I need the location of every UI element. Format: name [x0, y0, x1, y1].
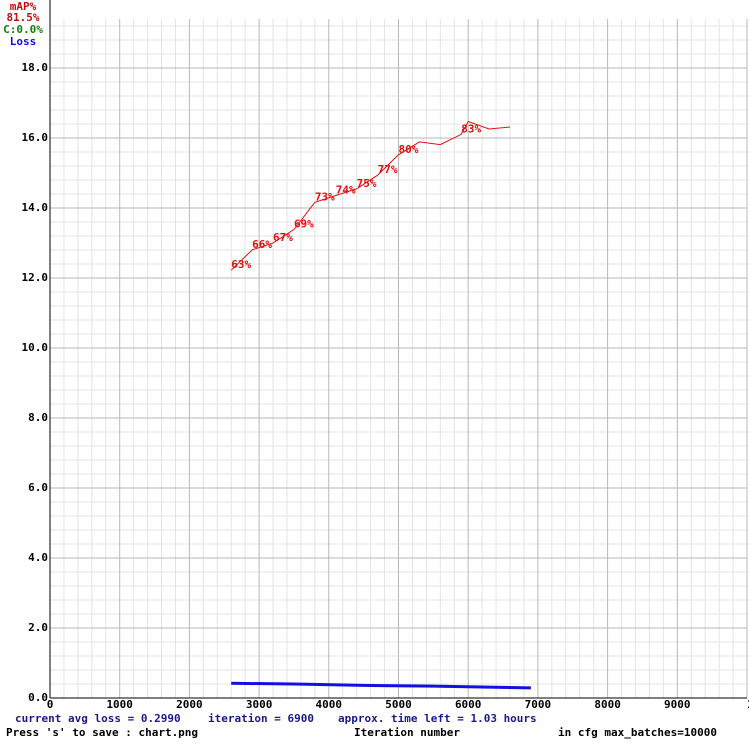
x-tick-label: 8000	[594, 698, 621, 711]
max-batches: in cfg max_batches=10000	[558, 726, 717, 739]
y-tick-label: 6.0	[28, 481, 48, 494]
map-title: mAP%	[10, 0, 37, 13]
y-tick-label: 14.0	[22, 201, 49, 214]
y-tick-label: 10.0	[22, 341, 49, 354]
x-tick-label: 0	[47, 698, 54, 711]
marks: 63%66%67%69% 73%74%75%77%80% 83%	[230, 120, 531, 690]
data-label: 66%	[252, 238, 272, 251]
save-hint: Press 's' to save : chart.png	[6, 726, 198, 739]
avg-loss: current avg loss = 0.2990	[15, 712, 181, 725]
x-tick-label: 9000	[664, 698, 691, 711]
data-label: 83%	[461, 122, 481, 135]
x-tick-label: 3000	[246, 698, 273, 711]
loss-title: Loss	[10, 35, 37, 48]
x-tick-label: 4000	[316, 698, 343, 711]
map-current: 81.5%	[6, 11, 39, 24]
y-tick-label: 18.0	[22, 61, 49, 74]
iteration: iteration = 6900	[208, 712, 314, 725]
y-tick-label: 8.0	[28, 411, 48, 424]
x-tick-label: 2000	[176, 698, 203, 711]
time-left: approx. time left = 1.03 hours	[338, 712, 537, 725]
data-label: 77%	[378, 163, 398, 176]
x-axis-label: Iteration number	[354, 726, 460, 739]
y-tick-label: 2.0	[28, 621, 48, 634]
x-tick-label: 1000	[106, 698, 133, 711]
data-label: 73%	[315, 190, 335, 203]
y-tick-label: 16.0	[22, 131, 49, 144]
data-label: 69%	[294, 217, 314, 230]
y-tick-label: 4.0	[28, 551, 48, 564]
y-tick-label: 0.0	[28, 691, 48, 704]
x-tick-label: 6000	[455, 698, 482, 711]
x-tick-label: 7000	[525, 698, 552, 711]
c-text: C:0.0%	[3, 23, 43, 36]
map-line	[230, 120, 511, 271]
data-label: 63%	[231, 258, 251, 271]
grid	[49, 19, 748, 699]
y-tick-label: 12.0	[22, 271, 49, 284]
data-label: 80%	[399, 143, 419, 156]
data-label: 67%	[273, 231, 293, 244]
x-tick-label: 5000	[385, 698, 412, 711]
loss-line	[231, 681, 531, 690]
data-label: 75%	[357, 177, 377, 190]
data-label: 74%	[336, 184, 356, 197]
x-tick-label: 10000	[747, 698, 749, 711]
